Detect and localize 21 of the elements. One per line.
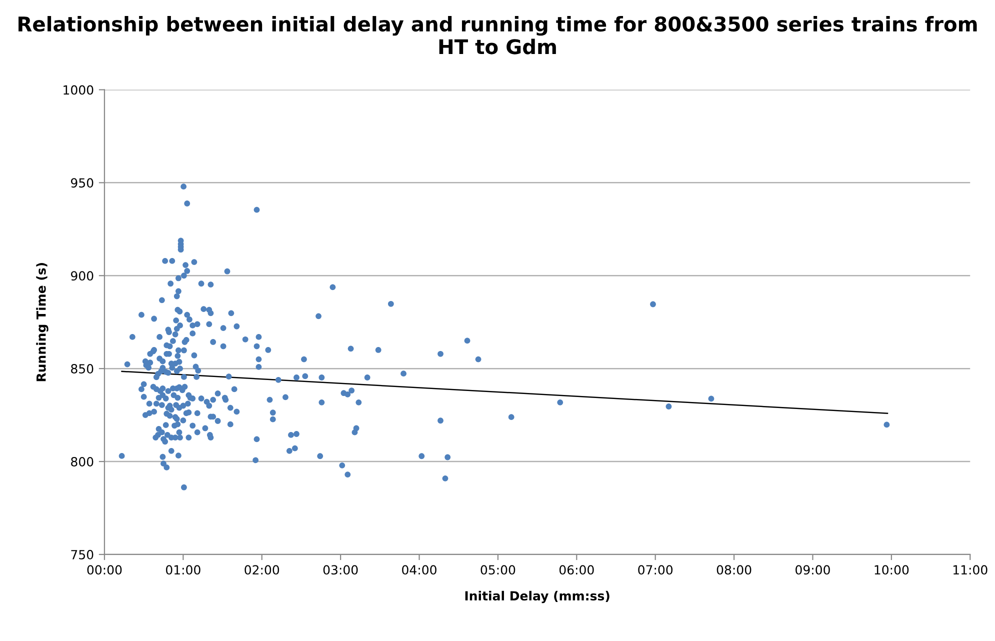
- y-tick-label: 750: [71, 550, 94, 560]
- x-tick-label: 04:00: [402, 565, 436, 575]
- x-tick-label: 05:00: [480, 565, 516, 575]
- x-tick-label: 06:00: [559, 565, 594, 575]
- y-tick-label: 950: [70, 178, 94, 188]
- x-tick-label: 03:00: [323, 565, 358, 575]
- y-tick-label: 1000: [64, 85, 94, 95]
- x-tick-label: 02:00: [244, 565, 280, 575]
- y-axis-title: Running Time (s): [36, 263, 48, 382]
- x-tick-label: 08:00: [716, 565, 752, 575]
- y-tick-label: 900: [70, 271, 94, 281]
- x-tick-label: 11:00: [953, 565, 988, 575]
- y-tick-label: 800: [71, 456, 94, 466]
- x-tick-label: 01:00: [166, 565, 200, 575]
- y-tick-label: 850: [71, 364, 94, 374]
- x-tick-label: 00:00: [87, 565, 122, 575]
- x-axis-title: Initial Delay (mm:ss): [465, 590, 610, 604]
- x-tick-label: 10:00: [874, 565, 909, 575]
- x-tick-label: 07:00: [638, 565, 673, 575]
- x-tick-label: 09:00: [796, 565, 830, 575]
- chart-title: Relationship between initial delay and running time for 800&3500 series trains from HT to Gdm: [18, 16, 977, 54]
